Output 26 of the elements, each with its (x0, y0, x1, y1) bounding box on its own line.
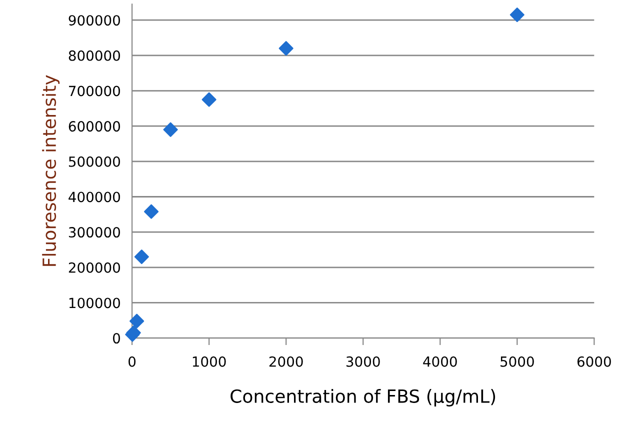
x-tick-label: 3000 (346, 356, 380, 367)
point (134, 250, 149, 264)
y-tick-label: 300000 (68, 227, 120, 238)
x-axis-title: Concentration of FBS (μg/mL) (230, 389, 496, 406)
point (202, 92, 216, 107)
point (130, 314, 144, 328)
y-tick-label: 200000 (68, 262, 120, 273)
x-tick-label: 6000 (577, 356, 611, 367)
y-tick-label: 700000 (69, 86, 120, 96)
point (163, 122, 178, 137)
y-tick-label: 0 (113, 333, 120, 344)
x-tick-label: 0 (128, 356, 136, 367)
x-tick-label: 2000 (269, 356, 303, 367)
point (510, 8, 524, 22)
y-tick-label: 600000 (68, 121, 120, 132)
y-tick-label: 500000 (68, 156, 120, 167)
y-tick-label: 100000 (69, 298, 120, 308)
y-tick-label: 900000 (68, 15, 120, 26)
x-tick-label: 5000 (500, 356, 534, 367)
y-tick-label: 800000 (68, 50, 120, 61)
x-tick-label: 4000 (423, 356, 457, 367)
point (278, 41, 294, 56)
y-tick-label: 400000 (68, 192, 120, 202)
y-axis-title: Fluoresence intensity (42, 75, 60, 266)
x-tick-label: 1000 (192, 356, 226, 367)
point (144, 204, 159, 219)
